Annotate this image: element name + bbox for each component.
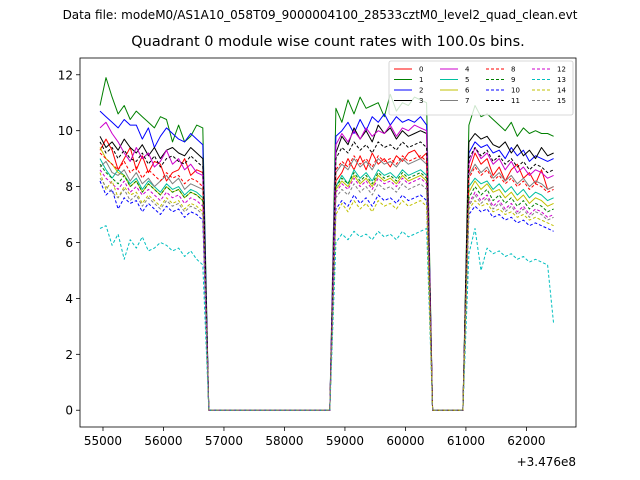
- chart-title: Quadrant 0 module wise count rates with …: [131, 34, 525, 50]
- x-tick-label: 57000: [205, 434, 243, 448]
- series-line-9: [99, 163, 554, 411]
- legend-label-12: 12: [557, 66, 566, 74]
- x-tick-label: 58000: [265, 434, 303, 448]
- legend-label-11: 11: [511, 97, 520, 105]
- x-tick-label: 61000: [447, 434, 485, 448]
- legend-label-13: 13: [557, 76, 566, 84]
- series-line-8: [99, 152, 554, 411]
- series-line-12: [99, 169, 554, 411]
- legend-label-3: 3: [419, 97, 423, 105]
- x-offset-label: +3.476e8: [517, 455, 576, 469]
- legend-label-7: 7: [465, 97, 469, 105]
- series-line-7: [99, 158, 554, 411]
- legend-label-0: 0: [419, 66, 423, 74]
- legend-box: [388, 60, 574, 116]
- y-tick-label: 10: [58, 124, 73, 138]
- series-line-13: [99, 225, 555, 411]
- y-tick-label: 6: [65, 236, 73, 250]
- x-tick-label: 56000: [144, 434, 182, 448]
- y-tick-label: 0: [65, 404, 73, 418]
- x-tick-label: 55000: [84, 434, 122, 448]
- x-tick-label: 59000: [326, 434, 364, 448]
- series-line-15: [99, 177, 554, 411]
- series-line-5: [99, 158, 554, 411]
- legend-label-15: 15: [557, 97, 566, 105]
- series-line-1: [99, 77, 554, 411]
- legend-label-8: 8: [511, 66, 515, 74]
- legend-label-1: 1: [419, 76, 423, 84]
- series-line-2: [99, 110, 554, 411]
- legend-label-4: 4: [465, 66, 470, 74]
- series-line-4: [99, 121, 554, 411]
- legend-label-9: 9: [511, 76, 515, 84]
- y-tick-label: 4: [65, 292, 73, 306]
- legend-label-10: 10: [511, 87, 520, 95]
- legend-label-5: 5: [465, 76, 469, 84]
- y-tick-label: 8: [65, 180, 73, 194]
- series-line-0: [99, 138, 554, 411]
- x-tick-label: 62000: [507, 434, 545, 448]
- legend-label-14: 14: [557, 87, 566, 95]
- legend-label-6: 6: [465, 87, 470, 95]
- y-tick-label: 12: [58, 68, 73, 82]
- series-line-6: [99, 147, 554, 411]
- series-line-14: [99, 172, 554, 411]
- figure-suptitle: Data file: modeM0/AS1A10_058T09_90000041…: [62, 8, 578, 22]
- y-tick-label: 2: [65, 348, 73, 362]
- axes-layer: 55000 56000 57000 58000 59000 60000 61000 62000…: [58, 68, 546, 448]
- series-layer: [99, 77, 555, 411]
- x-tick-label: 60000: [386, 434, 424, 448]
- series-line-10: [99, 180, 554, 411]
- legend-label-2: 2: [419, 87, 423, 95]
